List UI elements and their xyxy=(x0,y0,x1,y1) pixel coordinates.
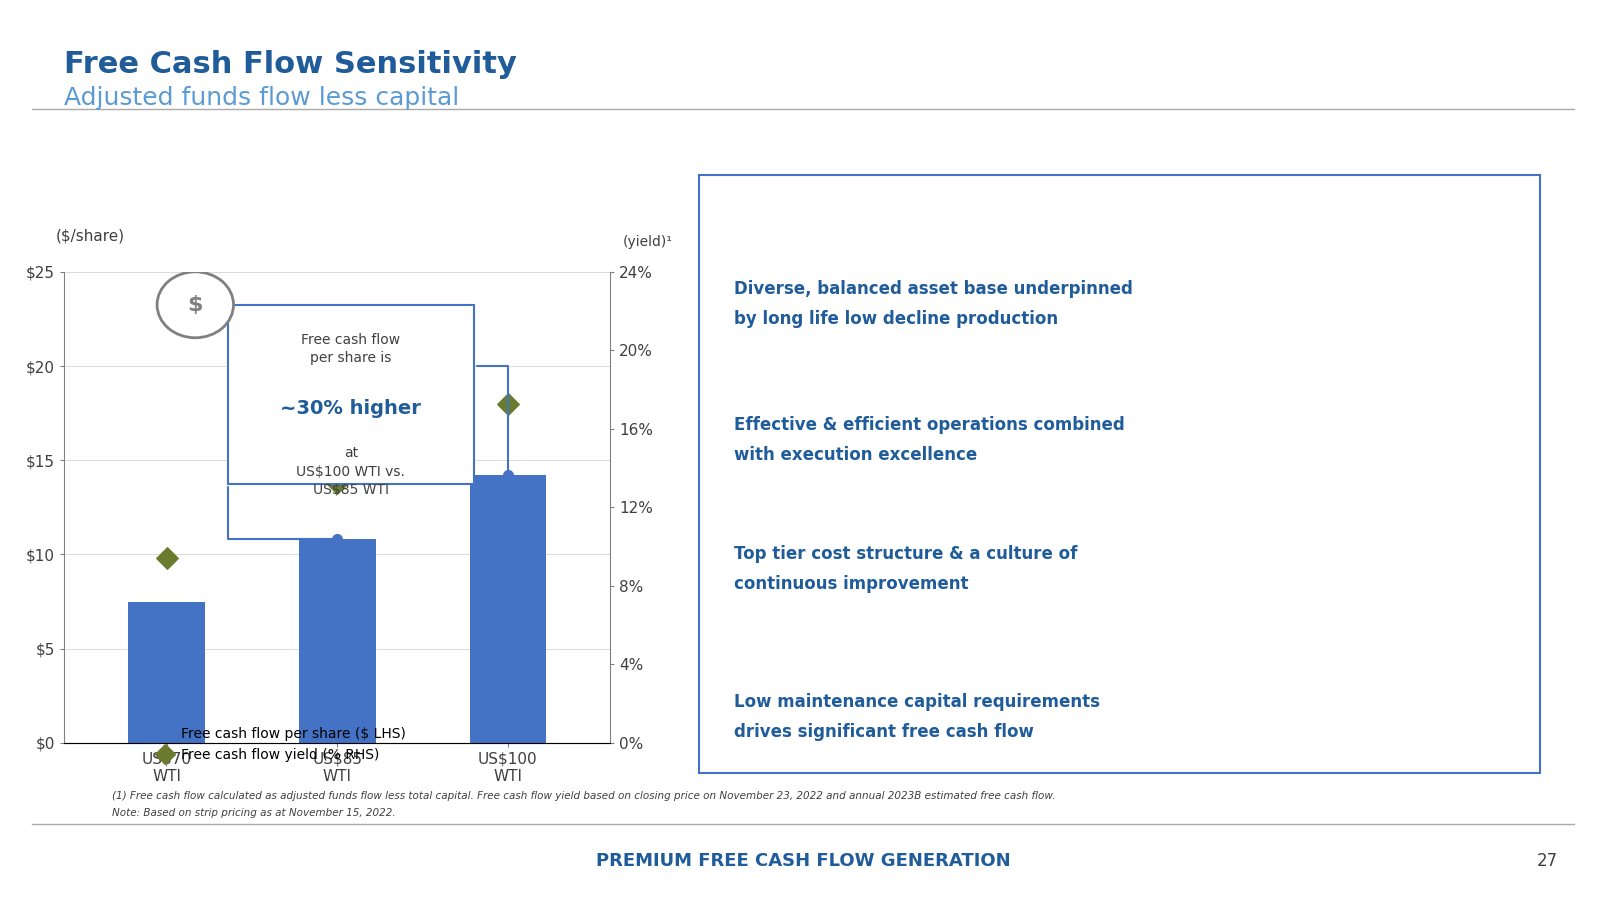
Text: Top tier cost structure & a culture of: Top tier cost structure & a culture of xyxy=(733,545,1077,563)
Bar xyxy=(469,476,546,743)
Text: PREMIUM FREE CASH FLOW GENERATION: PREMIUM FREE CASH FLOW GENERATION xyxy=(595,852,1010,870)
Text: ~30% higher: ~30% higher xyxy=(281,399,421,418)
Bar xyxy=(299,539,376,743)
Text: $: $ xyxy=(188,294,202,314)
Text: (1) Free cash flow calculated as adjusted funds flow less total capital. Free ca: (1) Free cash flow calculated as adjuste… xyxy=(112,791,1054,801)
Text: at
US$100 WTI vs.
US$85 WTI: at US$100 WTI vs. US$85 WTI xyxy=(297,446,404,496)
Text: Low maintenance capital requirements: Low maintenance capital requirements xyxy=(733,693,1099,711)
Point xyxy=(154,551,180,565)
Text: drives significant free cash flow: drives significant free cash flow xyxy=(733,723,1034,741)
Text: Free cash flow
per share is: Free cash flow per share is xyxy=(302,333,400,365)
FancyBboxPatch shape xyxy=(228,304,473,484)
Point xyxy=(324,476,350,490)
Text: by long life low decline production: by long life low decline production xyxy=(733,310,1058,328)
Legend: Free cash flow per share ($ LHS), Free cash flow yield (% RHS): Free cash flow per share ($ LHS), Free c… xyxy=(151,722,411,767)
Text: ($/share): ($/share) xyxy=(56,228,125,244)
Point xyxy=(494,397,520,411)
Text: Diverse, balanced asset base underpinned: Diverse, balanced asset base underpinned xyxy=(733,280,1132,298)
Text: 27: 27 xyxy=(1536,852,1557,870)
Text: Note: Based on strip pricing as at November 15, 2022.: Note: Based on strip pricing as at Novem… xyxy=(112,808,396,818)
Text: (yield)¹: (yield)¹ xyxy=(623,236,672,249)
Text: Effective & efficient operations combined: Effective & efficient operations combine… xyxy=(733,416,1124,434)
Bar xyxy=(128,602,205,743)
Text: Free Cash Flow Sensitivity: Free Cash Flow Sensitivity xyxy=(64,50,517,79)
Circle shape xyxy=(157,272,233,338)
Text: with execution excellence: with execution excellence xyxy=(733,446,976,464)
FancyBboxPatch shape xyxy=(698,176,1539,773)
Text: continuous improvement: continuous improvement xyxy=(733,575,968,593)
Text: Adjusted funds flow less capital: Adjusted funds flow less capital xyxy=(64,86,459,110)
